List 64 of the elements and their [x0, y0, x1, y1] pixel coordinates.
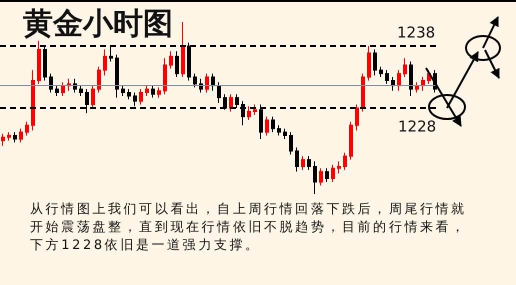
candlestick: [19, 128, 23, 143]
candlestick: [13, 132, 17, 143]
candlestick: [385, 70, 389, 84]
candlestick: [367, 46, 371, 81]
candlestick: [319, 168, 323, 186]
candlestick: [217, 82, 221, 104]
candlestick: [121, 85, 125, 96]
candlestick: [253, 104, 257, 116]
candlestick: [337, 160, 341, 174]
candlestick: [349, 121, 353, 160]
candlestick: [139, 88, 143, 106]
candlestick: [415, 82, 419, 94]
candlestick: [37, 40, 41, 84]
candlestick: [67, 78, 71, 92]
candlestick: [343, 152, 347, 170]
candlestick: [181, 22, 185, 78]
candlestick: [55, 85, 59, 96]
candlestick: [1, 133, 5, 146]
candlestick: [403, 58, 407, 78]
candlestick: [313, 160, 317, 194]
candlestick: [25, 121, 29, 136]
candlestick: [409, 61, 413, 96]
candlestick: [211, 73, 215, 92]
candlestick: [103, 49, 107, 76]
candlestick: [421, 76, 425, 92]
candlestick: [283, 128, 287, 140]
candlestick: [157, 86, 161, 98]
candlestick: [271, 116, 275, 133]
candlestick: [361, 73, 365, 112]
candlestick: [175, 50, 179, 78]
candlestick: [397, 70, 401, 92]
annotation: 1228: [398, 118, 436, 136]
candlestick: [97, 66, 101, 94]
candlestick: [289, 132, 293, 155]
candlestick: [229, 94, 233, 112]
candlestick: [151, 85, 155, 98]
candlestick: [79, 85, 83, 96]
candlestick: [7, 132, 11, 142]
candlestick: [295, 147, 299, 172]
candlestick: [391, 76, 395, 92]
candlestick: [331, 164, 335, 182]
candlestick: [145, 85, 149, 96]
candlestick: [193, 73, 197, 88]
candlestick: [373, 49, 377, 76]
candlestick: [61, 82, 65, 96]
candlestick: [325, 168, 329, 182]
candlestick: [91, 85, 95, 108]
text: 从行情图上我们可以看出，自上周行情回落下跌后，周尾行情就开始震荡盘整，直到现在行情依旧不脱趋势，目前的行情来看，下方1228依旧是一道强力支撑。: [30, 201, 468, 255]
candlestick: [355, 104, 359, 131]
candlestick: [205, 73, 209, 94]
candlestick: [163, 58, 167, 95]
candlestick: [277, 124, 281, 136]
candlestick: [307, 156, 311, 170]
candlestick: [247, 106, 251, 121]
candlestick: [49, 73, 53, 94]
candlestick: [127, 88, 131, 100]
candlestick: [379, 66, 383, 78]
candlestick: [169, 50, 173, 69]
candlestick: [301, 156, 305, 170]
candlestick: [115, 54, 119, 98]
candlestick: [265, 116, 269, 136]
candlestick: [31, 70, 35, 131]
annotation: 1238: [397, 24, 436, 42]
chart-title: 黄金小时图: [23, 6, 173, 42]
